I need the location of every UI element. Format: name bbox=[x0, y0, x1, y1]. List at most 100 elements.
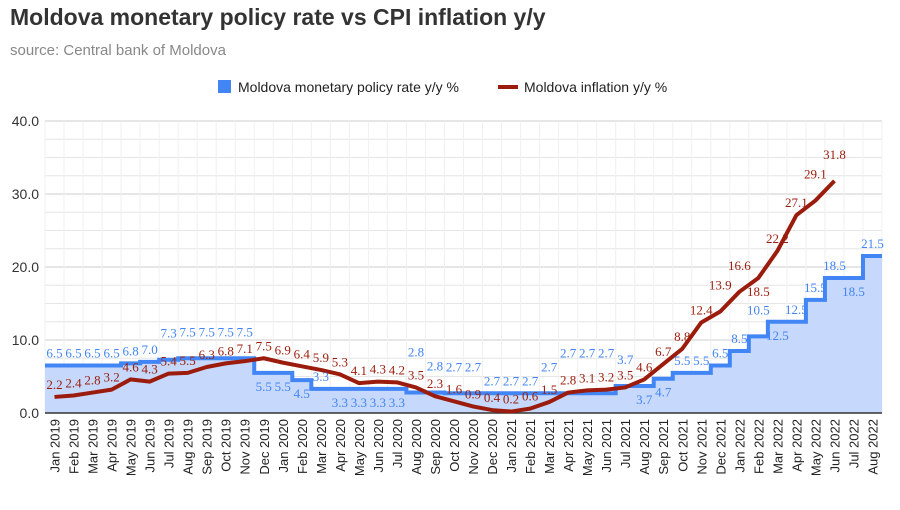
policy-rate-data-label: 12.5 bbox=[785, 302, 808, 317]
x-tick-label: Mar 2021 bbox=[542, 419, 557, 474]
x-tick-label: Aug 2022 bbox=[865, 419, 880, 475]
y-tick-label: 40.0 bbox=[12, 113, 39, 129]
x-tick-label: Jan 2022 bbox=[732, 419, 747, 473]
inflation-data-label: 1.5 bbox=[541, 382, 557, 397]
x-tick-label: Sep 2021 bbox=[656, 419, 671, 475]
policy-rate-data-label: 5.5 bbox=[256, 379, 272, 394]
policy-rate-data-label: 2.7 bbox=[541, 359, 558, 374]
policy-rate-data-label: 5.5 bbox=[275, 379, 291, 394]
x-tick-label: Mar 2020 bbox=[314, 419, 329, 474]
policy-rate-data-label: 2.7 bbox=[465, 359, 482, 374]
policy-rate-data-label: 7.5 bbox=[237, 324, 253, 339]
policy-rate-data-label: 3.3 bbox=[370, 395, 386, 410]
x-tick-label: May 2020 bbox=[352, 419, 367, 476]
policy-rate-data-label: 3.3 bbox=[313, 369, 329, 384]
inflation-data-label: 8.8 bbox=[674, 329, 690, 344]
inflation-data-label: 2.3 bbox=[427, 376, 443, 391]
policy-rate-data-label: 10.5 bbox=[747, 302, 770, 317]
policy-rate-data-label: 4.5 bbox=[294, 386, 310, 401]
x-tick-label: Feb 2020 bbox=[295, 419, 310, 474]
policy-rate-data-label: 21.5 bbox=[861, 236, 884, 251]
x-tick-label: Jul 2019 bbox=[162, 419, 177, 468]
y-tick-label: 0.0 bbox=[20, 405, 40, 421]
legend-label-policy-rate: Moldova monetary policy rate y/y % bbox=[238, 79, 459, 95]
x-tick-label: Nov 2020 bbox=[466, 419, 481, 475]
x-tick-label: Jan 2019 bbox=[48, 419, 63, 473]
inflation-data-label: 0.9 bbox=[465, 386, 481, 401]
x-tick-label: Jan 2020 bbox=[276, 419, 291, 473]
inflation-data-label: 5.4 bbox=[161, 354, 178, 369]
inflation-data-label: 18.5 bbox=[747, 284, 770, 299]
x-tick-label: May 2019 bbox=[124, 419, 139, 476]
x-tick-label: Dec 2020 bbox=[485, 419, 500, 475]
inflation-data-label: 4.6 bbox=[636, 359, 653, 374]
inflation-data-label: 16.6 bbox=[728, 258, 751, 273]
policy-rate-data-label: 2.7 bbox=[598, 345, 615, 360]
inflation-data-label: 31.8 bbox=[823, 147, 846, 162]
inflation-data-label: 7.1 bbox=[237, 341, 253, 356]
x-tick-label: Oct 2019 bbox=[219, 419, 234, 472]
inflation-data-label: 4.3 bbox=[142, 362, 158, 377]
policy-rate-data-label: 15.5 bbox=[804, 280, 827, 295]
policy-rate-data-label: 8.5 bbox=[731, 331, 747, 346]
inflation-data-label: 6.9 bbox=[275, 343, 291, 358]
inflation-data-label: 6.8 bbox=[218, 343, 234, 358]
inflation-data-label: 12.4 bbox=[690, 302, 713, 317]
x-tick-label: Jul 2021 bbox=[618, 419, 633, 468]
x-tick-label: Feb 2019 bbox=[67, 419, 82, 474]
inflation-data-label: 4.2 bbox=[389, 362, 405, 377]
inflation-data-label: 2.4 bbox=[65, 375, 82, 390]
inflation-data-label: 7.5 bbox=[256, 338, 272, 353]
x-tick-label: Feb 2022 bbox=[751, 419, 766, 474]
x-tick-label: Aug 2021 bbox=[637, 419, 652, 475]
inflation-data-label: 3.1 bbox=[579, 370, 595, 385]
policy-rate-data-label: 2.7 bbox=[484, 373, 501, 388]
x-tick-label: Sep 2019 bbox=[200, 419, 215, 475]
policy-rate-data-label: 7.5 bbox=[199, 324, 215, 339]
chart-title: Moldova monetary policy rate vs CPI infl… bbox=[10, 4, 546, 30]
policy-rate-data-label: 18.5 bbox=[842, 284, 865, 299]
inflation-data-label: 6.7 bbox=[655, 344, 672, 359]
inflation-data-label: 6.4 bbox=[294, 346, 311, 361]
policy-rate-data-label: 6.5 bbox=[103, 346, 119, 361]
inflation-data-label: 29.1 bbox=[804, 167, 827, 182]
x-tick-label: Aug 2019 bbox=[181, 419, 196, 475]
x-tick-label: Mar 2022 bbox=[770, 419, 785, 474]
x-tick-label: Jun 2019 bbox=[143, 419, 158, 473]
inflation-data-label: 0.4 bbox=[484, 390, 501, 405]
x-tick-label: Oct 2020 bbox=[447, 419, 462, 472]
policy-rate-data-label: 7.5 bbox=[180, 324, 196, 339]
inflation-data-label: 0.2 bbox=[503, 392, 519, 407]
y-tick-label: 10.0 bbox=[12, 332, 39, 348]
x-tick-label: Apr 2021 bbox=[561, 419, 576, 472]
policy-rate-data-label: 12.5 bbox=[766, 328, 789, 343]
inflation-data-label: 4.3 bbox=[370, 362, 386, 377]
policy-rate-data-label: 3.3 bbox=[351, 395, 367, 410]
x-tick-label: Apr 2020 bbox=[333, 419, 348, 472]
inflation-data-label: 5.9 bbox=[313, 350, 329, 365]
x-tick-label: Jun 2022 bbox=[827, 419, 842, 473]
inflation-data-label: 1.6 bbox=[446, 381, 463, 396]
x-tick-label: May 2021 bbox=[580, 419, 595, 476]
inflation-data-label: 2.8 bbox=[84, 373, 100, 388]
chart-subtitle: source: Central bank of Moldova bbox=[10, 42, 226, 59]
policy-rate-data-label: 18.5 bbox=[823, 258, 846, 273]
x-tick-label: Jun 2021 bbox=[599, 419, 614, 473]
policy-rate-data-label: 4.7 bbox=[655, 385, 672, 400]
x-tick-label: Jun 2020 bbox=[371, 419, 386, 473]
policy-rate-data-label: 2.7 bbox=[503, 373, 520, 388]
inflation-data-label: 3.2 bbox=[103, 370, 119, 385]
policy-rate-data-label: 7.5 bbox=[218, 324, 234, 339]
policy-rate-data-label: 2.7 bbox=[522, 373, 539, 388]
policy-rate-data-label: 6.5 bbox=[712, 346, 728, 361]
x-tick-label: Nov 2021 bbox=[694, 419, 709, 475]
policy-rate-data-label: 6.5 bbox=[46, 346, 62, 361]
y-tick-label: 30.0 bbox=[12, 186, 39, 202]
x-tick-label: Dec 2019 bbox=[257, 419, 272, 475]
policy-rate-data-label: 2.8 bbox=[427, 359, 443, 374]
inflation-data-label: 4.6 bbox=[122, 359, 139, 374]
legend-label-inflation: Moldova inflation y/y % bbox=[524, 79, 667, 95]
x-tick-label: Jan 2021 bbox=[504, 419, 519, 473]
policy-rate-data-label: 5.5 bbox=[674, 353, 690, 368]
